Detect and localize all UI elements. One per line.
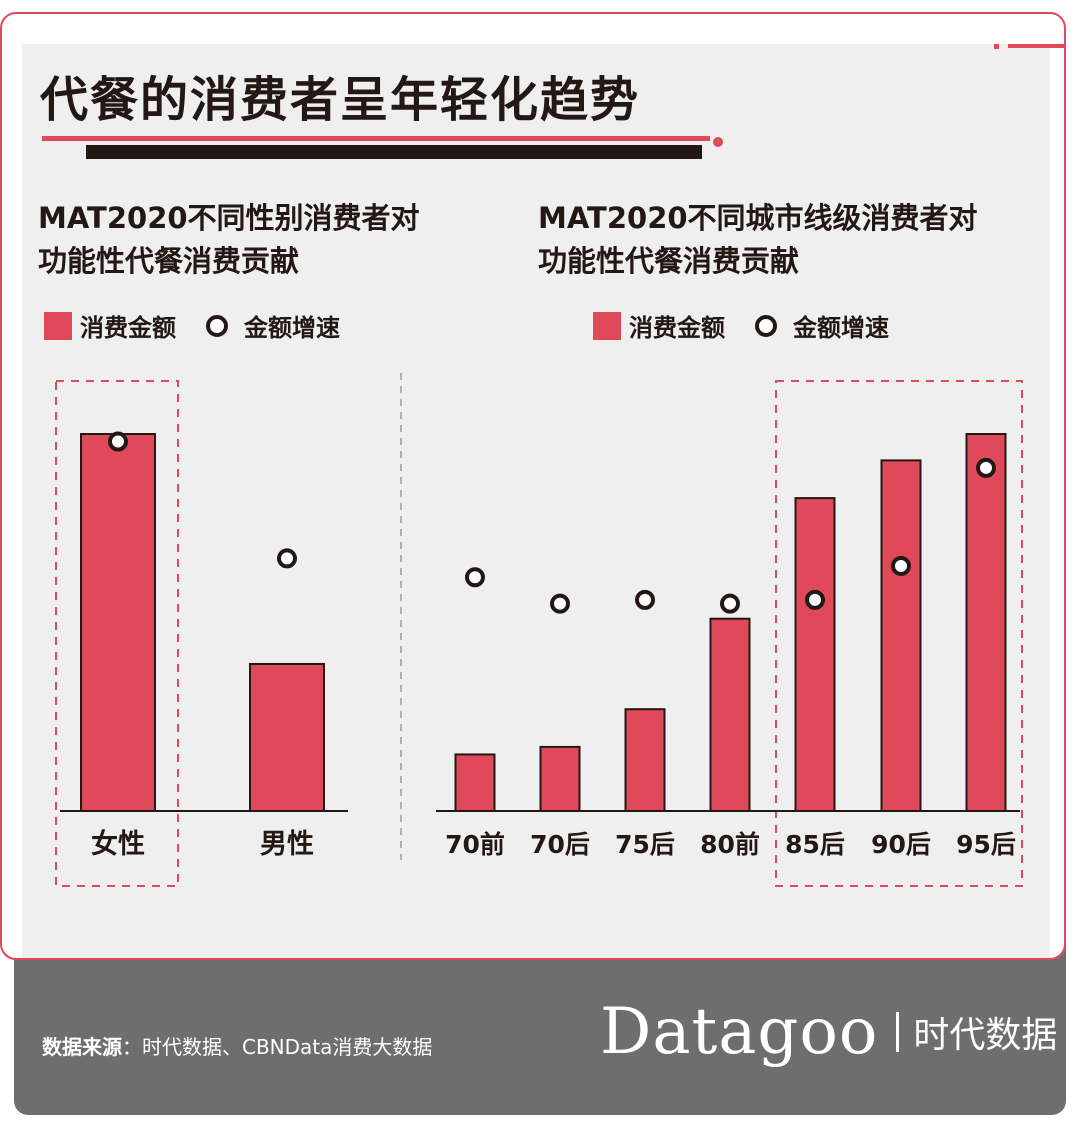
data-source: 数据来源：时代数据、CBNData消费大数据 (42, 1031, 432, 1060)
right-bar-70前 (454, 753, 496, 813)
right-bar-80前 (709, 617, 751, 812)
brand: Datagoo 时代数据 (600, 995, 1057, 1069)
right-dot-70前 (465, 567, 485, 588)
right-bar-75后 (624, 708, 666, 813)
right-bar-95后 (965, 433, 1007, 812)
legend-dot-label: 金额增速 (244, 314, 340, 342)
right-chart-legend: 消费金额 金额增速 (593, 308, 889, 343)
left-chart-title-line2: 功能性代餐消费贡献 (38, 244, 300, 278)
right-bar-85后 (794, 497, 836, 812)
chart-panel (22, 44, 1050, 958)
right-highlight-frame (775, 380, 1023, 887)
right-chart-title-line2: 功能性代餐消费贡献 (538, 244, 800, 278)
right-bar-70后 (539, 745, 581, 812)
charts-canvas: 女性 男性 70前 70后 75后 80前 85后 90后 95后 (55, 373, 1023, 887)
page-title: 代餐的消费者呈年轻化趋势 (40, 72, 641, 128)
legend-bar-label: 消费金额 (629, 314, 725, 342)
left-chart-title: MAT2020不同性别消费者对 功能性代餐消费贡献 (38, 197, 420, 283)
title-underline-black (86, 145, 702, 159)
brand-separator (896, 1012, 900, 1052)
right-tick-label: 80前 (700, 830, 760, 859)
left-tick-label: 女性 (91, 828, 145, 860)
corner-decoration (994, 44, 1066, 50)
right-tick-label: 85后 (785, 830, 845, 859)
data-source-label: 数据来源 (42, 1035, 122, 1059)
right-dot-75后 (635, 589, 655, 610)
title-underline-dot (713, 137, 723, 147)
left-tick-label: 男性 (260, 829, 314, 860)
brand-name: 时代数据 (913, 1015, 1058, 1056)
legend-dot-icon (755, 314, 777, 337)
legend-dot-icon (206, 314, 228, 337)
right-tick-label: 70前 (445, 830, 505, 859)
legend-bar-swatch (593, 311, 621, 340)
right-tick-label: 75后 (615, 830, 675, 859)
right-dot-90后 (891, 555, 911, 576)
left-bar-男性 (249, 662, 325, 812)
right-tick-label: 70后 (530, 830, 590, 859)
title-underline-red (42, 136, 710, 141)
legend-bar-label: 消费金额 (80, 314, 176, 342)
right-dot-95后 (976, 457, 996, 478)
right-tick-label: 95后 (956, 830, 1016, 859)
left-chart-title-line1: MAT2020不同性别消费者对 (38, 201, 420, 235)
brand-logo: Datagoo (600, 995, 879, 1069)
left-chart-legend: 消费金额 金额增速 (44, 308, 340, 343)
legend-bar-swatch (44, 311, 72, 340)
right-chart-title: MAT2020不同城市线级消费者对 功能性代餐消费贡献 (538, 197, 978, 283)
left-highlight-frame (55, 380, 179, 887)
right-tick-label: 90后 (871, 830, 931, 859)
right-dot-70后 (550, 593, 570, 614)
right-dot-85后 (805, 589, 825, 610)
footer-background (14, 930, 1066, 1115)
right-bar-90后 (880, 459, 922, 812)
right-chart-title-line1: MAT2020不同城市线级消费者对 (538, 201, 978, 235)
left-bar-女性 (80, 433, 156, 812)
right-dot-80前 (720, 593, 740, 614)
legend-dot-label: 金额增速 (793, 314, 889, 342)
left-dot-男性 (277, 548, 297, 569)
left-dot-女性 (108, 431, 128, 452)
data-source-text: ：时代数据、CBNData消费大数据 (122, 1035, 433, 1059)
